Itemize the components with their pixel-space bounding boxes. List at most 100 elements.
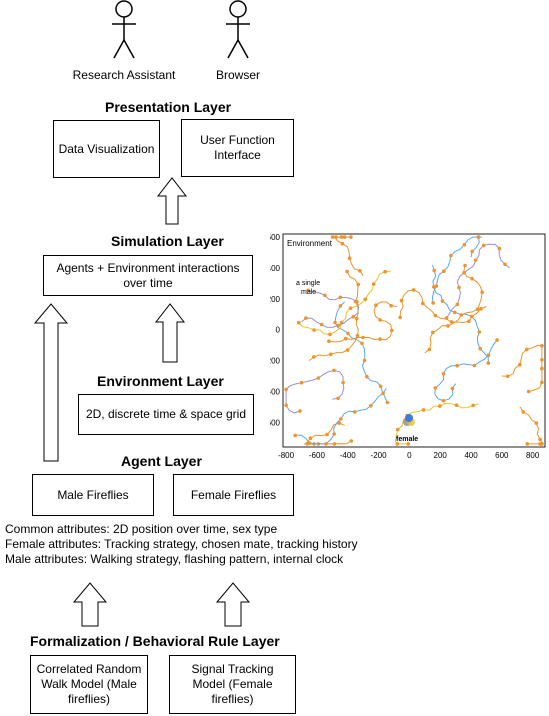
flash-point xyxy=(381,391,385,396)
flash-point xyxy=(526,389,531,394)
flash-point xyxy=(365,374,369,379)
flash-point xyxy=(329,352,333,357)
research-assistant-actor-icon xyxy=(112,0,136,59)
flash-point xyxy=(339,235,344,239)
flash-point xyxy=(343,336,348,341)
correlated-random-walk-box: Correlated Random Walk Model (Male firef… xyxy=(30,655,148,714)
flash-point xyxy=(411,288,416,292)
flash-point xyxy=(341,380,345,385)
flash-point xyxy=(355,299,359,304)
flash-point xyxy=(441,399,446,403)
flash-point xyxy=(462,243,467,247)
flash-point xyxy=(480,290,484,294)
flash-point xyxy=(316,376,321,380)
flash-point xyxy=(525,442,530,446)
x-tick-label: -600 xyxy=(309,451,326,460)
flash-point xyxy=(356,282,360,287)
flash-point xyxy=(473,258,478,263)
flash-point xyxy=(538,437,542,442)
flash-point xyxy=(345,348,350,352)
common-attributes-text: Common attributes: 2D position over time… xyxy=(5,522,278,536)
flash-point xyxy=(371,282,376,286)
signal-tracking-box: Signal Tracking Model (Female fireflies) xyxy=(169,655,296,714)
flash-point xyxy=(470,276,474,281)
flash-point xyxy=(441,372,446,376)
flash-point xyxy=(525,347,529,352)
x-tick-label: -200 xyxy=(371,451,388,460)
flash-point xyxy=(467,319,471,323)
flash-point xyxy=(449,320,454,324)
flash-point xyxy=(459,313,464,317)
trajectory-path xyxy=(285,369,345,414)
flash-point xyxy=(374,303,378,307)
flash-point xyxy=(433,313,438,318)
simulation-layer-title: Simulation Layer xyxy=(111,233,224,249)
flash-point xyxy=(385,400,390,405)
browser-actor-icon xyxy=(226,0,250,59)
y-tick-label: 600 xyxy=(270,233,281,242)
trajectory-path xyxy=(298,270,391,335)
y-tick-label: 200 xyxy=(270,295,281,304)
arrow-formalization-to-female xyxy=(215,582,251,627)
plot-annotation-female: female xyxy=(396,436,418,443)
flash-point xyxy=(328,332,332,337)
flash-point xyxy=(383,269,387,274)
plot-frame xyxy=(282,233,546,448)
flash-point xyxy=(360,341,364,346)
plot-annotation-single-male: a single male xyxy=(296,280,320,296)
flash-point xyxy=(433,386,438,390)
flash-point xyxy=(481,243,486,248)
flash-point xyxy=(438,404,442,408)
flash-point xyxy=(471,403,475,408)
flash-point xyxy=(390,328,394,333)
flash-point xyxy=(457,285,461,290)
flash-point xyxy=(540,344,544,348)
flash-point xyxy=(351,315,355,319)
female-marker xyxy=(403,414,415,426)
flash-point xyxy=(540,358,544,362)
flash-point xyxy=(369,403,373,408)
flash-point xyxy=(421,301,425,306)
flash-point xyxy=(349,235,353,239)
browser-label: Browser xyxy=(215,68,260,82)
flash-point xyxy=(308,436,313,440)
flash-point xyxy=(518,362,522,367)
female-fireflies-box: Female Fireflies xyxy=(173,474,294,516)
flash-point xyxy=(338,304,343,308)
flash-point xyxy=(298,409,302,413)
arrow-formalization-to-male xyxy=(72,582,108,627)
flash-point xyxy=(486,353,491,357)
arrow-environment-to-simulation xyxy=(154,303,186,363)
flash-point xyxy=(296,320,301,325)
flash-point xyxy=(346,331,350,336)
flash-point xyxy=(299,380,304,385)
flash-point xyxy=(505,374,510,379)
x-tick-label: 600 xyxy=(495,451,509,460)
flash-point xyxy=(284,403,288,408)
flash-point xyxy=(398,315,402,320)
flash-point xyxy=(347,256,352,260)
agents-environment-box: Agents + Environment interactions over t… xyxy=(43,255,253,296)
x-tick-label: 0 xyxy=(407,451,412,460)
flash-point xyxy=(479,307,483,311)
flash-point xyxy=(284,387,288,392)
flash-point xyxy=(342,235,347,239)
trajectory-path xyxy=(399,289,487,324)
flash-point xyxy=(354,316,359,321)
flash-point xyxy=(421,408,426,412)
flash-point xyxy=(497,246,502,251)
flash-point xyxy=(361,335,365,340)
flash-point xyxy=(362,358,367,363)
flash-point xyxy=(332,442,337,446)
trajectory-path xyxy=(431,236,482,303)
flash-point xyxy=(325,432,329,437)
trajectory-path xyxy=(394,402,479,445)
x-tick-label: -400 xyxy=(340,451,357,460)
flash-point xyxy=(470,249,474,254)
flash-point xyxy=(353,410,357,414)
flash-point xyxy=(332,368,336,373)
trajectory-path xyxy=(424,265,483,354)
trajectory-path xyxy=(334,301,388,403)
female-attributes-text: Female attributes: Tracking strategy, ch… xyxy=(5,537,358,551)
